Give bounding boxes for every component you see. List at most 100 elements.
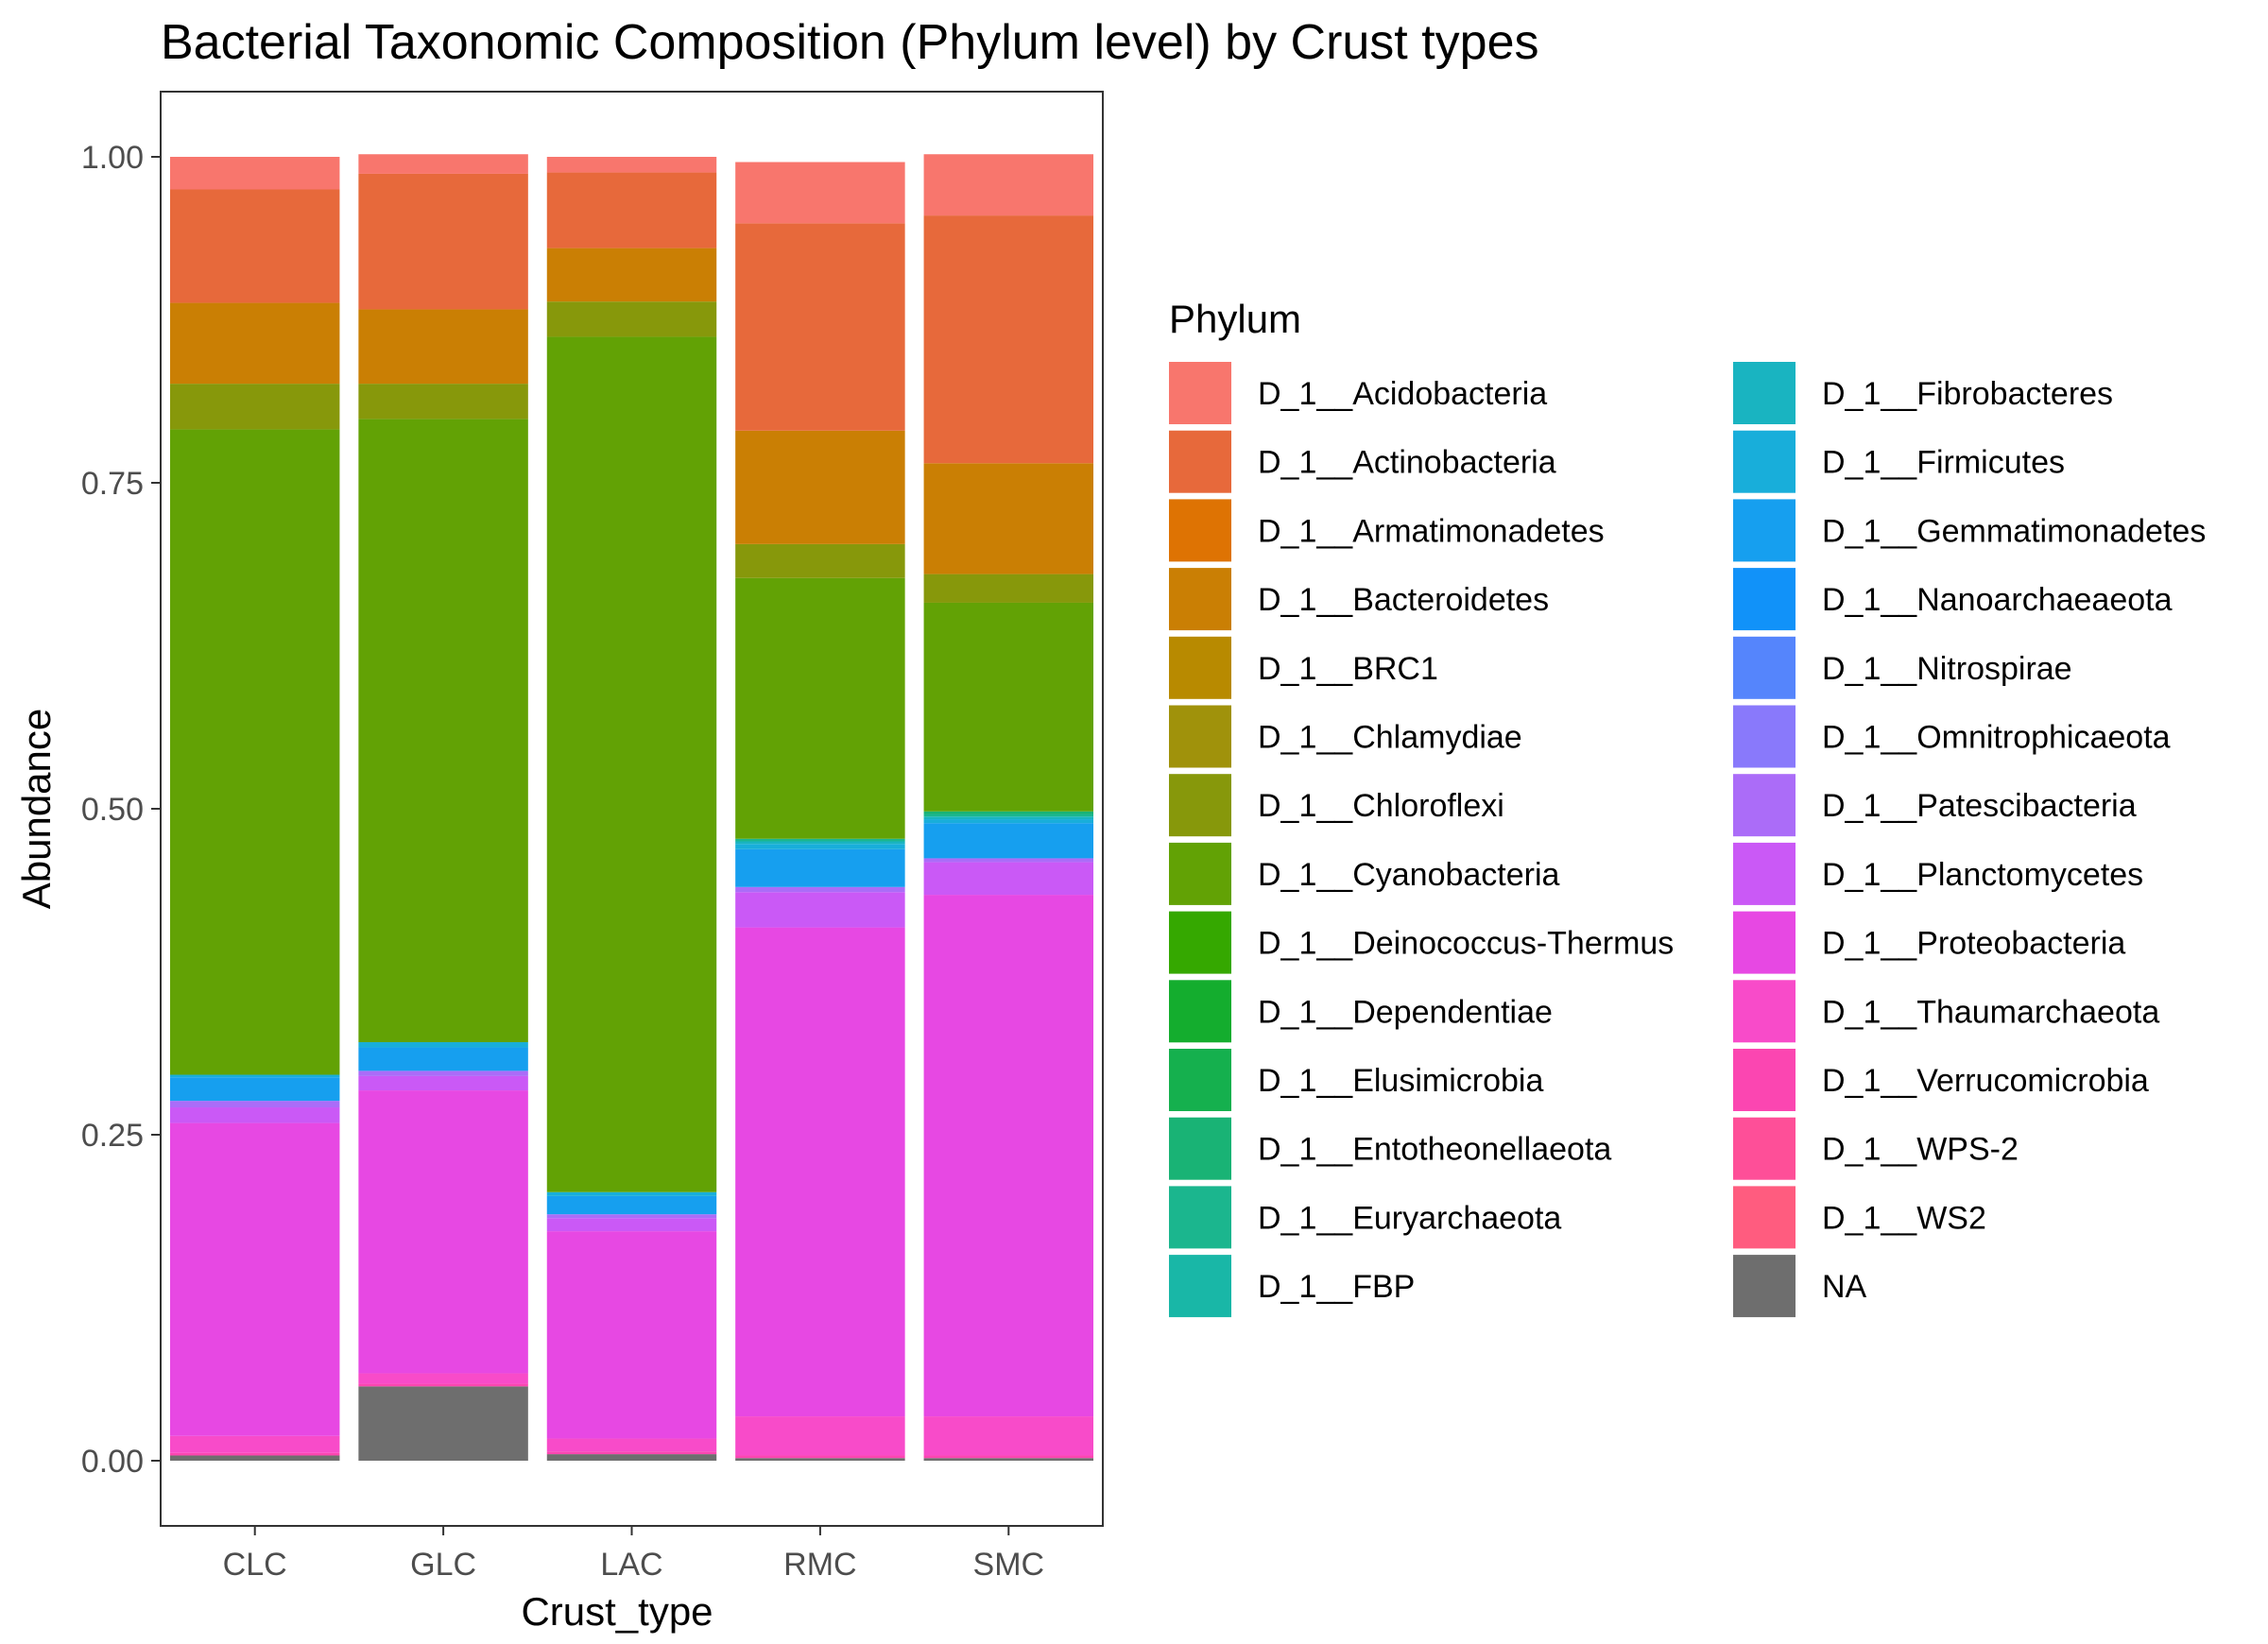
bar-stack-clc: NA — CLC: 0.004D_1__Verrucomicrobia — CL… <box>169 157 340 1461</box>
bar-segment: D_1__Patescibacteria — RMC: 0.004 <box>735 886 905 893</box>
legend-label: D_1__Euryarchaeota <box>1258 1200 1561 1236</box>
y-tick-label: 0.50 <box>81 792 144 828</box>
legend-label: NA <box>1822 1269 1867 1305</box>
legend-swatch <box>1169 1049 1231 1111</box>
bar-segment: D_1__Euryarchaeota — SMC: 0.002 <box>923 813 1094 817</box>
legend-label: D_1__Planctomycetes <box>1822 857 2143 893</box>
bar-segment: D_1__Thaumarchaeota — LAC: 0.01 <box>546 1438 717 1452</box>
bar-segment: D_1__Verrucomicrobia — CLC: 0.002 <box>169 1452 340 1456</box>
legend-swatch <box>1169 430 1231 493</box>
legend-swatch <box>1733 499 1796 562</box>
legend-label: D_1__WS2 <box>1822 1200 1986 1236</box>
legend-item: D_1__Nitrospirae <box>1733 636 2072 699</box>
bar-segment: D_1__Proteobacteria — GLC: 0.217 <box>358 1090 528 1374</box>
legend-item: D_1__BRC1 <box>1169 636 1438 699</box>
bar-segment: D_1__Bacteroidetes — CLC: 0.062 <box>169 302 340 385</box>
legend-swatch <box>1733 705 1796 768</box>
legend-label: D_1__Nitrospirae <box>1822 651 2072 687</box>
legend-item: NA <box>1733 1255 1867 1318</box>
legend-item: D_1__Nanoarchaeaeota <box>1733 568 2173 631</box>
bar-segment: D_1__Bacteroidetes — RMC: 0.087 <box>735 430 905 544</box>
legend-item: D_1__Fibrobacteres <box>1733 362 2113 424</box>
bar-segment: D_1__Fibrobacteres — RMC: 0.002 <box>735 841 905 845</box>
bar-segment: D_1__Verrucomicrobia — GLC: 0.002 <box>358 1383 528 1387</box>
legend-label: D_1__Cyanobacteria <box>1258 857 1560 893</box>
legend-item: D_1__Verrucomicrobia <box>1733 1049 2149 1111</box>
legend-item: D_1__Entotheonellaeota <box>1169 1117 1611 1180</box>
legend-item: D_1__Proteobacteria <box>1733 911 2125 974</box>
legend-item: D_1__Acidobacteria <box>1169 362 1547 424</box>
bar-segment: D_1__Actinobacteria — CLC: 0.087 <box>169 189 340 303</box>
bar-segment: D_1__Planctomycetes — RMC: 0.027 <box>735 892 905 928</box>
bar-segment: D_1__Acidobacteria — SMC: 0.047 <box>923 154 1094 216</box>
bar-segment: D_1__Actinobacteria — RMC: 0.159 <box>735 223 905 431</box>
legend-label: D_1__Fibrobacteres <box>1822 376 2113 412</box>
legend-label: D_1__Thaumarchaeota <box>1822 994 2159 1030</box>
legend-item: D_1__Cyanobacteria <box>1169 842 1560 905</box>
bar-segment: NA — CLC: 0.004 <box>169 1455 340 1461</box>
legend-swatch <box>1169 705 1231 768</box>
legend-item: D_1__Chlamydiae <box>1169 705 1522 768</box>
bar-segment: D_1__Verrucomicrobia — SMC: 0.002 <box>923 1455 1094 1459</box>
legend-label: D_1__Omnitrophicaeota <box>1822 720 2171 756</box>
legend-swatch <box>1733 1117 1796 1180</box>
legend-label: D_1__BRC1 <box>1258 651 1438 687</box>
legend-swatch <box>1733 980 1796 1043</box>
legend-swatch <box>1169 842 1231 905</box>
bar-segment: D_1__Actinobacteria — LAC: 0.058 <box>546 172 717 248</box>
chart-title: Bacterial Taxonomic Composition (Phylum … <box>161 15 1539 70</box>
legend-item: D_1__Planctomycetes <box>1733 842 2143 905</box>
bar-segment: NA — GLC: 0.057 <box>358 1386 528 1461</box>
legend-item: D_1__Patescibacteria <box>1733 774 2137 837</box>
x-tick-label: SMC <box>973 1547 1045 1583</box>
legend-swatch <box>1733 362 1796 424</box>
bar-segment: D_1__Proteobacteria — RMC: 0.375 <box>735 927 905 1417</box>
legend-swatch <box>1169 980 1231 1043</box>
bar-stack-glc: NA — GLC: 0.057D_1__Verrucomicrobia — GL… <box>358 154 528 1461</box>
bar-segment: D_1__Verrucomicrobia — LAC: 0.002 <box>546 1451 717 1455</box>
bar-segment: D_1__Acidobacteria — LAC: 0.012 <box>546 157 717 173</box>
bar-segment: D_1__Patescibacteria — SMC: 0.003 <box>923 858 1094 863</box>
legend-item: D_1__WPS-2 <box>1733 1117 2019 1180</box>
legend-item: D_1__Chloroflexi <box>1169 774 1504 837</box>
bar-segment: D_1__Acidobacteria — RMC: 0.047 <box>735 162 905 224</box>
bar-segment: D_1__Cyanobacteria — SMC: 0.16 <box>923 602 1094 812</box>
legend-item: D_1__Actinobacteria <box>1169 430 1556 493</box>
legend-swatch <box>1733 911 1796 974</box>
bar-segment: D_1__Firmicutes — GLC: 0.004 <box>358 1042 528 1048</box>
bar-segment: D_1__Gemmatimonadetes — RMC: 0.029 <box>735 848 905 887</box>
legend-item: D_1__Thaumarchaeota <box>1733 980 2159 1043</box>
bar-segment: D_1__Actinobacteria — GLC: 0.104 <box>358 173 528 310</box>
bar-segment: D_1__Actinobacteria — SMC: 0.19 <box>923 215 1094 464</box>
legend-item: D_1__Omnitrophicaeota <box>1733 705 2171 768</box>
bar-segment: D_1__Gemmatimonadetes — GLC: 0.018 <box>358 1047 528 1071</box>
legend-label: D_1__Chlamydiae <box>1258 720 1522 756</box>
legend-label: D_1__Deinococcus-Thermus <box>1258 926 1674 962</box>
bar-segment: D_1__Patescibacteria — LAC: 0.003 <box>546 1214 717 1219</box>
bar-segment: NA — SMC: 0.002 <box>923 1458 1094 1461</box>
bar-segment: D_1__Firmicutes — RMC: 0.004 <box>735 844 905 849</box>
legend-title: Phylum <box>1169 297 1301 341</box>
bar-segment: D_1__Proteobacteria — SMC: 0.4 <box>923 895 1094 1417</box>
legend-label: D_1__Nanoarchaeaeota <box>1822 582 2173 618</box>
bar-segment: D_1__Cyanobacteria — CLC: 0.495 <box>169 429 340 1075</box>
y-axis: 0.00 0.25 0.50 0.75 1.00 <box>81 140 161 1480</box>
x-axis: CLC GLC LAC RMC SMC <box>223 1526 1044 1583</box>
bar-segment: D_1__Entotheonellaeota — SMC: 0.002 <box>923 811 1094 814</box>
legend-label: D_1__Actinobacteria <box>1258 445 1556 481</box>
bar-segment: D_1__Thaumarchaeota — CLC: 0.013 <box>169 1435 340 1453</box>
bar-segment: D_1__Planctomycetes — CLC: 0.012 <box>169 1107 340 1123</box>
bar-segment: D_1__Chloroflexi — SMC: 0.022 <box>923 574 1094 603</box>
legend-swatch <box>1169 911 1231 974</box>
legend-item: D_1__Gemmatimonadetes <box>1733 499 2206 562</box>
legend-label: D_1__Acidobacteria <box>1258 376 1547 412</box>
x-tick-label: LAC <box>600 1547 662 1583</box>
legend-label: D_1__Armatimonadetes <box>1258 513 1605 549</box>
legend-swatch <box>1169 1186 1231 1249</box>
legend-item: D_1__Euryarchaeota <box>1169 1186 1561 1249</box>
legend-swatch <box>1733 636 1796 699</box>
bar-segment: NA — LAC: 0.005 <box>546 1454 717 1461</box>
legend-swatch <box>1733 430 1796 493</box>
y-tick-label: 0.75 <box>81 466 144 502</box>
